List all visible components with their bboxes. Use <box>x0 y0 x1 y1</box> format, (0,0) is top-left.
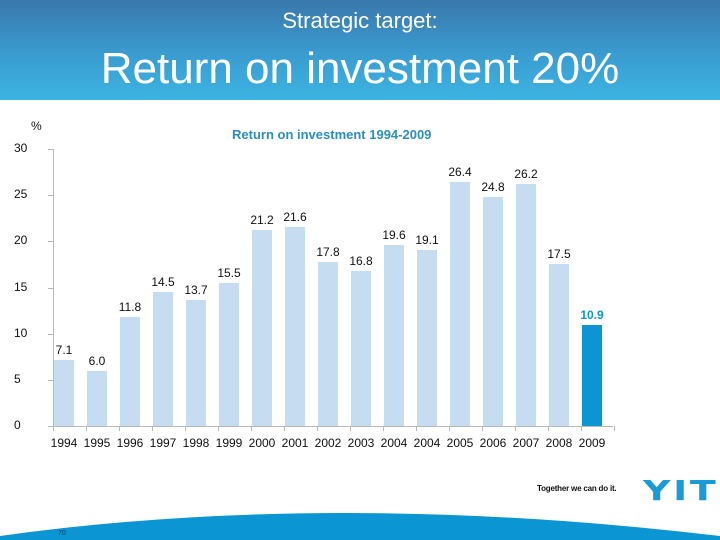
x-tick <box>284 426 285 431</box>
x-tick <box>449 426 450 431</box>
bar-1996 <box>120 317 140 426</box>
x-tick <box>350 426 351 431</box>
bar-2001 <box>285 226 305 426</box>
x-tick <box>53 426 54 431</box>
x-tick-label: 1997 <box>149 436 177 450</box>
x-tick <box>548 426 549 431</box>
x-tick-label: 2007 <box>512 436 540 450</box>
value-label: 19.6 <box>382 228 406 243</box>
y-tick <box>48 379 53 381</box>
value-label: 11.8 <box>118 300 142 315</box>
x-tick-label: 1995 <box>83 436 111 450</box>
x-tick-label: 2009 <box>578 436 606 450</box>
y-tick <box>48 426 53 427</box>
value-label: 7.1 <box>55 343 73 358</box>
y-tick-label: 10 <box>14 325 28 340</box>
x-tick-label: 2004 <box>413 436 441 450</box>
y-tick <box>48 241 53 243</box>
chart-title: Return on investment 1994-2009 <box>232 127 432 142</box>
x-tick <box>581 426 582 431</box>
value-label: 24.8 <box>481 180 505 194</box>
tagline: Together we can do it. <box>537 484 617 493</box>
bar-1999 <box>219 282 239 426</box>
bar-1994 <box>54 360 74 426</box>
x-tick <box>119 426 120 431</box>
y-tick-label: 5 <box>14 371 21 386</box>
x-tick <box>251 426 252 431</box>
x-tick <box>185 426 186 431</box>
value-label: 14.5 <box>151 275 175 290</box>
page-number: 70 <box>58 530 66 537</box>
x-tick-label: 2002 <box>314 436 342 450</box>
x-tick <box>86 426 87 431</box>
slide-header: Strategic target: Return on investment 2… <box>0 0 720 100</box>
value-label: 21.2 <box>250 213 274 228</box>
value-label: 15.5 <box>217 265 241 280</box>
bar-2009 <box>582 325 602 426</box>
x-tick-label: 1999 <box>215 436 243 450</box>
value-label: 13.7 <box>184 282 208 297</box>
x-tick <box>383 426 384 431</box>
bar-2000 <box>252 230 272 426</box>
y-tick-label: 20 <box>14 233 28 248</box>
footer-swoosh <box>0 513 720 540</box>
x-tick <box>515 426 516 431</box>
value-label: 26.4 <box>448 165 472 180</box>
x-tick <box>218 426 219 431</box>
y-tick-label: 25 <box>14 187 28 202</box>
x-tick <box>317 426 318 431</box>
yit-logo: YIT <box>643 474 719 507</box>
x-tick-label: 1998 <box>182 436 210 450</box>
y-axis <box>53 149 54 427</box>
x-tick-label: 1994 <box>50 436 78 450</box>
bar-1995 <box>87 370 107 426</box>
bar-2004 <box>384 245 404 426</box>
x-tick-label: 2005 <box>446 436 474 450</box>
value-label: 21.6 <box>283 209 307 224</box>
value-label: 6.0 <box>88 353 106 368</box>
slide-title: Return on investment 20% <box>100 44 620 93</box>
y-tick <box>48 333 53 335</box>
x-axis <box>53 426 613 427</box>
bar-2008 <box>549 264 569 426</box>
bar-1997 <box>153 292 173 426</box>
x-tick-label: 2001 <box>281 436 309 450</box>
x-tick-label: 2004 <box>380 436 408 450</box>
value-label: 10.9 <box>580 308 604 323</box>
x-tick <box>416 426 417 431</box>
x-tick <box>152 426 153 431</box>
y-tick-label: 0 <box>14 418 21 432</box>
value-label: 17.5 <box>547 247 571 262</box>
value-label: 26.2 <box>514 167 538 182</box>
y-tick <box>48 149 53 150</box>
slide-subtitle: Strategic target: <box>282 8 438 33</box>
x-tick-label: 2003 <box>347 436 375 450</box>
y-axis-unit: % <box>31 119 42 133</box>
x-tick-label: 2006 <box>479 436 507 450</box>
x-tick <box>614 426 615 431</box>
x-tick <box>482 426 483 431</box>
value-label: 17.8 <box>316 244 340 259</box>
bar-2004 <box>417 249 437 426</box>
bar-2006 <box>483 197 503 426</box>
value-label: 16.8 <box>349 253 373 268</box>
y-tick <box>48 195 53 197</box>
bar-2003 <box>351 270 371 426</box>
bar-1998 <box>186 299 206 426</box>
bar-2002 <box>318 261 338 426</box>
value-label: 19.1 <box>415 232 439 247</box>
x-tick-label: 2008 <box>545 436 573 450</box>
x-tick-label: 2000 <box>248 436 276 450</box>
y-tick <box>48 287 53 289</box>
y-tick-label: 30 <box>14 141 28 155</box>
bar-2005 <box>450 182 470 426</box>
bar-2007 <box>516 184 536 426</box>
x-tick-label: 1996 <box>116 436 144 450</box>
y-tick-label: 15 <box>14 279 28 294</box>
